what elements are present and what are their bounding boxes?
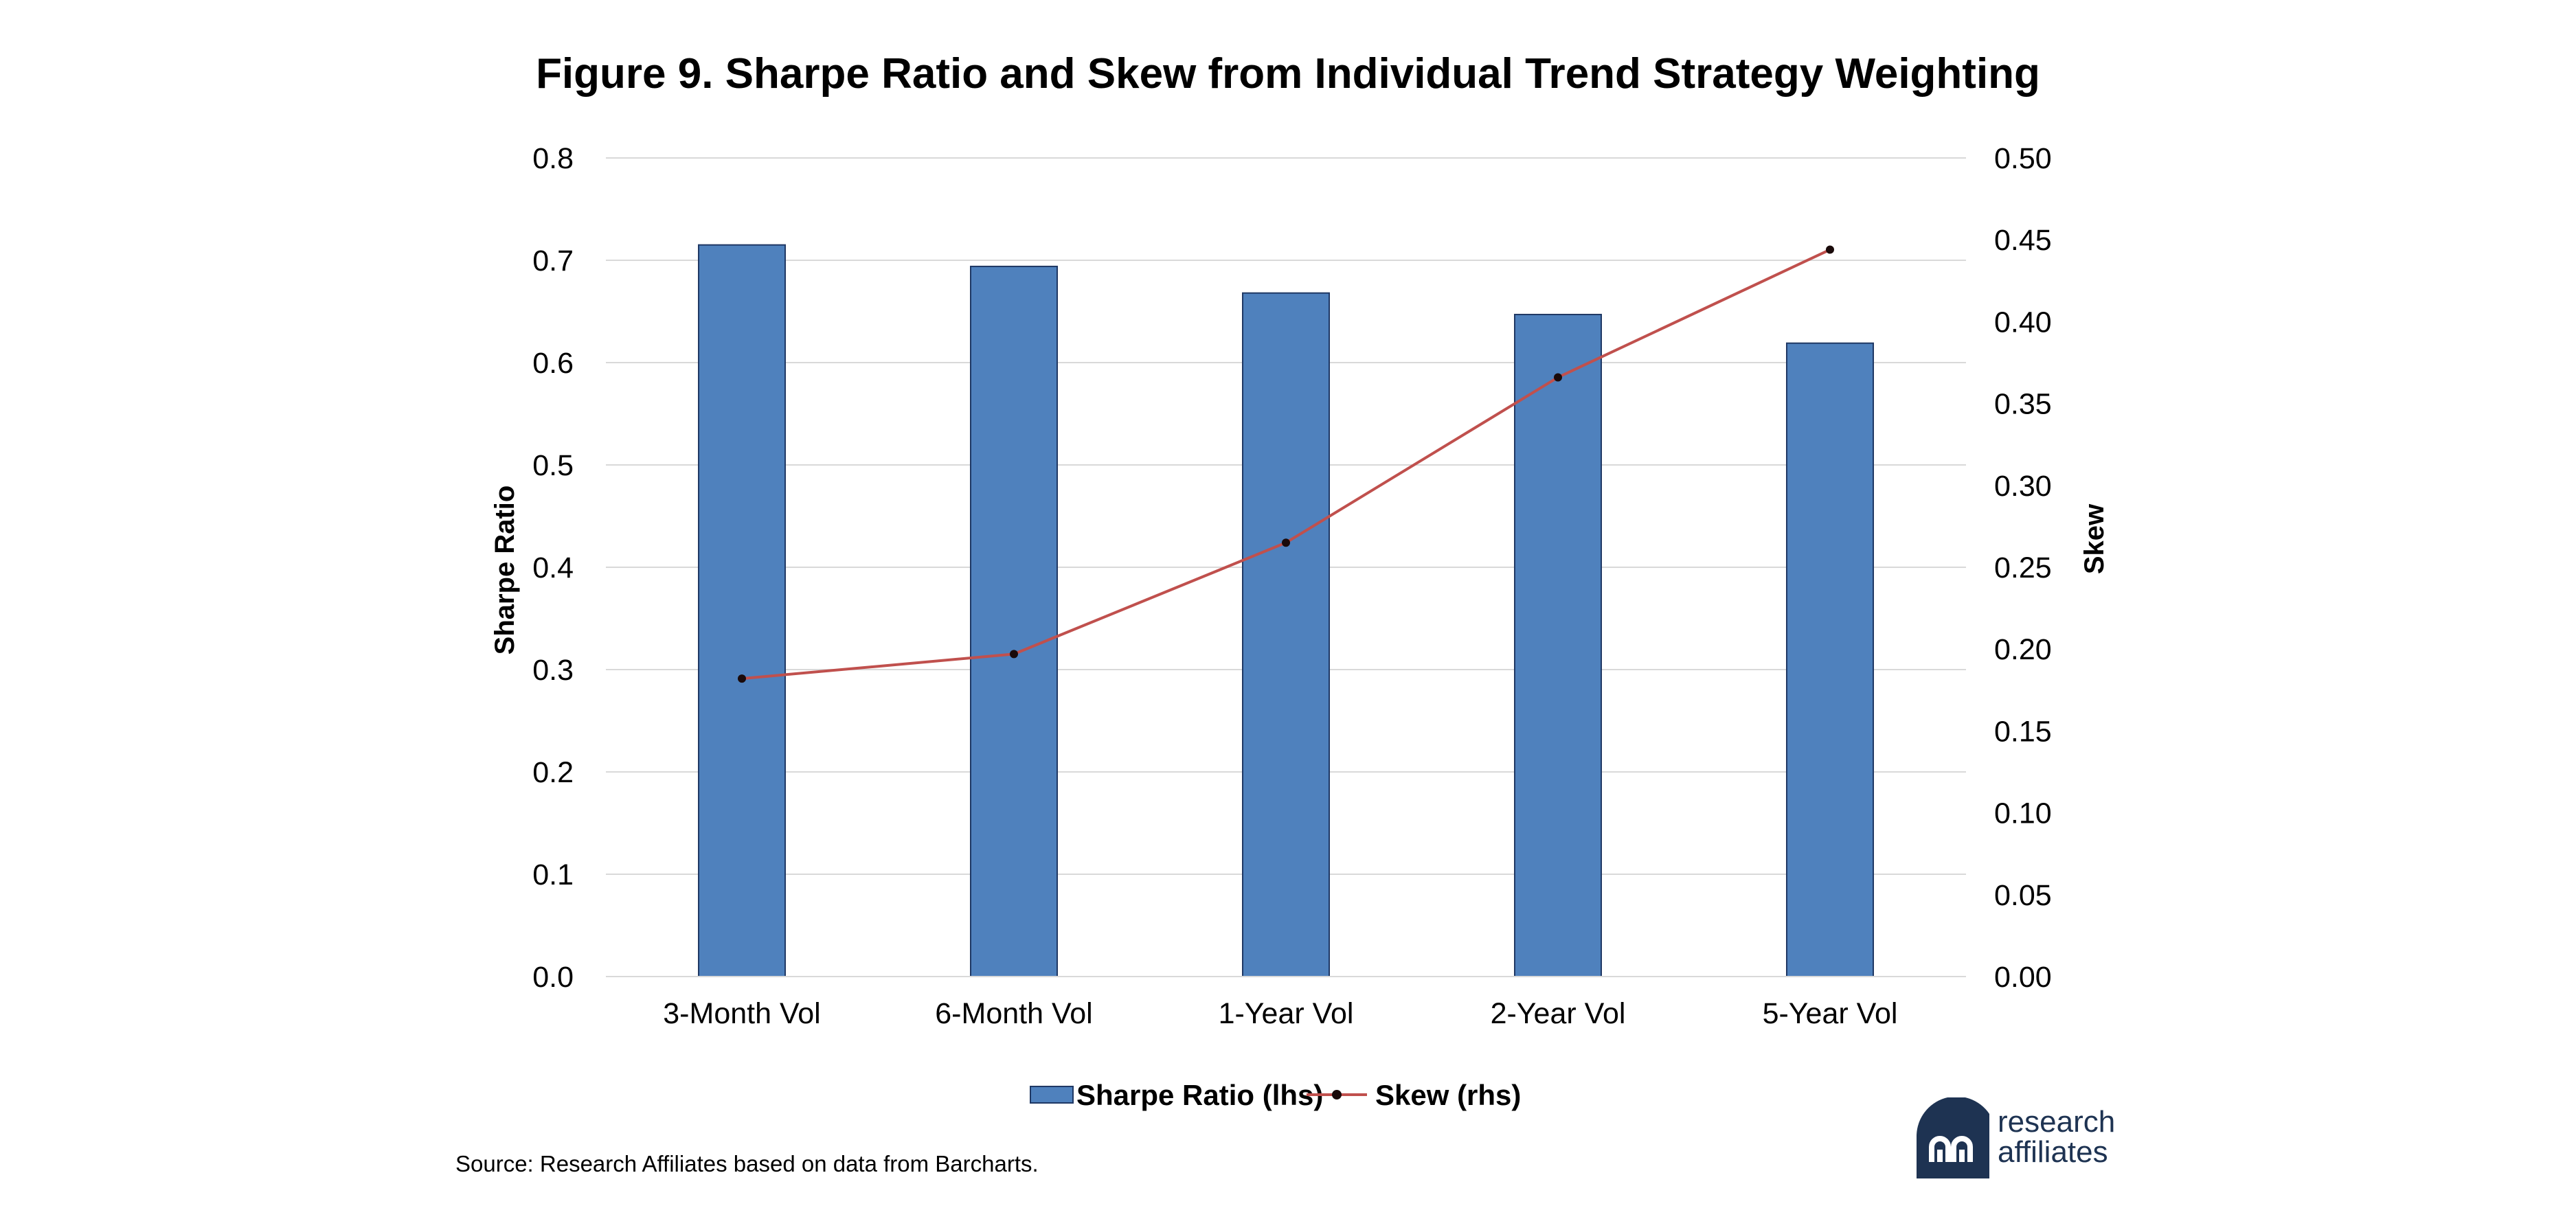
logo-mark-icon: [1917, 1096, 1989, 1178]
skew-point: [1826, 245, 1834, 254]
bar: [698, 244, 786, 977]
y2-tick-label: 0.00: [1994, 961, 2052, 994]
y2-tick-label: 0.05: [1994, 879, 2052, 912]
y-tick-label: 0.0: [532, 961, 574, 994]
y2-tick-label: 0.20: [1994, 633, 2052, 666]
skew-point: [1010, 650, 1018, 659]
legend: Sharpe Ratio (lhs) Skew (rhs): [1030, 1079, 1521, 1111]
y2-tick-label: 0.30: [1994, 470, 2052, 503]
y-tick-label: 0.1: [532, 858, 574, 891]
y2-tick-label: 0.25: [1994, 551, 2052, 584]
skew-point: [1282, 538, 1290, 547]
x-tick-label: 1-Year Vol: [1219, 997, 1354, 1030]
y2-tick-label: 0.35: [1994, 388, 2052, 421]
bar: [1514, 313, 1602, 978]
y2-tick-label: 0.45: [1994, 224, 2052, 257]
y2-axis-label: Skew: [2079, 503, 2110, 574]
legend-bar-label: Sharpe Ratio (lhs): [1076, 1079, 1323, 1111]
chart-title: Figure 9. Sharpe Ratio and Skew from Ind…: [536, 50, 2040, 98]
y-tick-label: 0.3: [532, 654, 574, 687]
bar: [1786, 342, 1874, 977]
x-tick-label: 3-Month Vol: [663, 997, 820, 1030]
legend-line-marker: [1332, 1090, 1342, 1099]
y-axis-label: Sharpe Ratio: [490, 486, 520, 655]
y2-tick-label: 0.40: [1994, 306, 2052, 339]
y2-tick-label: 0.15: [1994, 715, 2052, 748]
source-note: Source: Research Affiliates based on dat…: [455, 1151, 1039, 1176]
y-tick-label: 0.6: [532, 347, 574, 380]
bar: [1242, 292, 1330, 977]
x-tick-label: 2-Year Vol: [1491, 997, 1626, 1030]
x-tick-label: 6-Month Vol: [935, 997, 1092, 1030]
y-tick-label: 0.8: [532, 142, 574, 175]
logo-line-1: research: [1998, 1105, 2116, 1139]
y2-tick-label: 0.50: [1994, 142, 2052, 175]
legend-bar-swatch: [1030, 1086, 1074, 1104]
skew-point: [738, 674, 746, 683]
skew-point: [1554, 373, 1562, 382]
y-tick-label: 0.2: [532, 756, 574, 789]
bar: [970, 265, 1058, 978]
y-tick-label: 0.4: [532, 551, 574, 584]
logo-wordmark: research affiliates: [1998, 1107, 2115, 1167]
y2-tick-label: 0.10: [1994, 797, 2052, 830]
y-tick-label: 0.5: [532, 449, 574, 482]
logo-line-2: affiliates: [1998, 1135, 2108, 1169]
line-series: [738, 245, 1834, 683]
bar-series: [698, 244, 1874, 978]
x-tick-label: 5-Year Vol: [1763, 997, 1898, 1030]
axes: 0.0 0.1 0.2 0.3 0.4 0.5 0.6 0.7 0.8 0.00 0.05 0.10 0…: [532, 142, 2051, 1030]
research-affiliates-logo: research affiliates: [1917, 1096, 2123, 1178]
legend-line-label: Skew (rhs): [1375, 1079, 1521, 1111]
y-tick-label: 0.7: [532, 244, 574, 277]
